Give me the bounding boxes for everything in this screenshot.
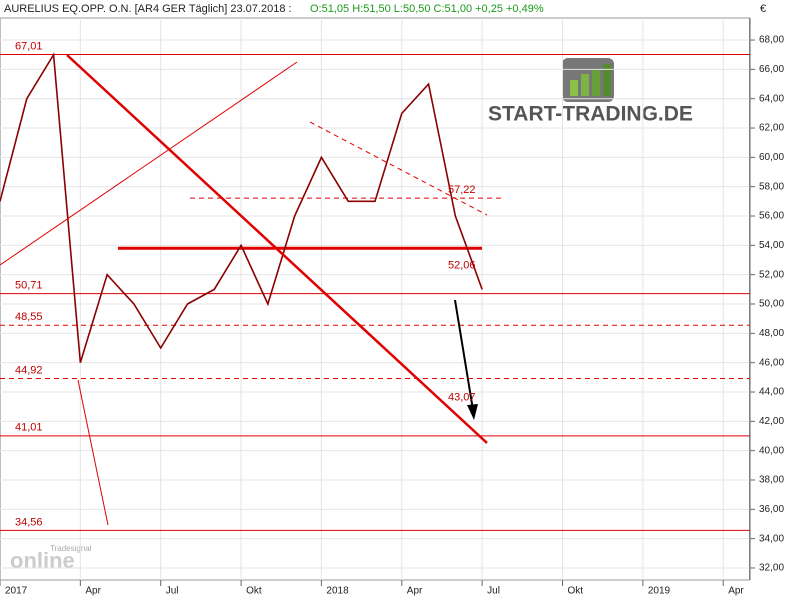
level-label: 67,01 [15, 40, 43, 52]
y-tick-label: 52,00 [759, 269, 784, 280]
x-tick-label: Apr [728, 586, 744, 597]
level-label: 43,07 [448, 392, 476, 404]
x-tick-label: Okt [568, 586, 584, 597]
watermark-small: Tradesignal [50, 544, 92, 553]
x-tick-label: 2017 [5, 586, 28, 597]
level-label: 41,01 [15, 422, 43, 434]
logo-text: START-TRADING.DE [488, 103, 693, 126]
logo-icon [562, 58, 614, 102]
y-tick-label: 32,00 [759, 563, 784, 574]
y-tick-label: 38,00 [759, 475, 784, 486]
quote: O:51,05 H:51,50 L:50,50 C:51,00 +0,25 +0… [310, 3, 544, 15]
level-label: 34,56 [15, 516, 43, 528]
level-label: 44,92 [15, 364, 43, 376]
y-tick-label: 54,00 [759, 240, 784, 251]
y-tick-label: 44,00 [759, 387, 784, 398]
y-tick-label: 64,00 [759, 93, 784, 104]
forecast-arrow [454, 299, 478, 420]
y-tick-label: 58,00 [759, 181, 784, 192]
level-label: 57,22 [448, 184, 476, 196]
y-tick-label: 50,00 [759, 299, 784, 310]
y-tick-label: 42,00 [759, 416, 784, 427]
level-label: 48,55 [15, 311, 43, 323]
x-tick-label: 2019 [648, 586, 671, 597]
y-tick-label: 48,00 [759, 328, 784, 339]
y-tick-label: 36,00 [759, 504, 784, 515]
watermark: online [10, 548, 75, 573]
y-tick-label: 66,00 [759, 64, 784, 75]
y-tick-label: 56,00 [759, 211, 784, 222]
y-tick-label: 40,00 [759, 445, 784, 456]
level-label: 50,71 [15, 279, 43, 291]
x-tick-label: Jul [487, 586, 500, 597]
chart-title: AURELIUS EQ.OPP. O.N. [AR4 GER Täglich] … [4, 3, 292, 15]
price-line [0, 52, 483, 363]
currency: € [760, 3, 766, 15]
y-tick-label: 46,00 [759, 357, 784, 368]
trend-lines [0, 54, 488, 526]
y-tick-label: 60,00 [759, 152, 784, 163]
x-tick-label: Apr [407, 586, 423, 597]
x-tick-label: Jul [166, 586, 179, 597]
y-tick-label: 34,00 [759, 533, 784, 544]
level-label: 52,06 [448, 260, 476, 272]
x-tick-label: 2018 [326, 586, 349, 597]
y-tick-label: 62,00 [759, 123, 784, 134]
y-tick-label: 68,00 [759, 35, 784, 46]
x-tick-label: Okt [246, 586, 262, 597]
x-tick-label: Apr [85, 586, 101, 597]
